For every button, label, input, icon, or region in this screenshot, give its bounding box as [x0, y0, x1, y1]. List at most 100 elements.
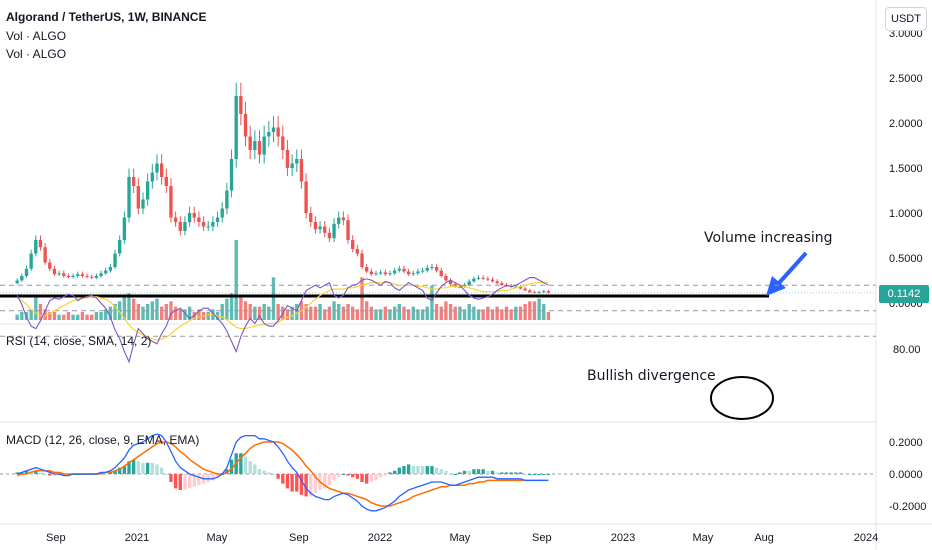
candle-body: [276, 127, 280, 137]
volume-bar: [248, 304, 252, 320]
volume-bar: [337, 304, 341, 320]
candle-body: [43, 247, 47, 263]
macd-axis-tick-label: 0.2000: [889, 437, 923, 449]
macd-histogram-bar: [113, 470, 117, 474]
macd-histogram-bar: [304, 474, 308, 497]
candle-body: [80, 274, 85, 276]
volume-bar: [518, 306, 523, 320]
candle-body: [434, 267, 439, 271]
volume-bar: [52, 312, 57, 320]
candle-body: [542, 291, 546, 293]
volume-annotation: Volume increasing: [704, 230, 833, 246]
price-axis-tick-label: 1.5000: [889, 163, 923, 175]
chart-title: Algorand / TetherUS, 1W, BINANCE: [6, 10, 207, 24]
volume-bar: [48, 312, 52, 320]
volume-bar: [187, 306, 192, 320]
macd-histogram-bar: [518, 472, 523, 474]
candle-body: [38, 240, 43, 248]
macd-histogram-bar: [262, 470, 266, 474]
volume-bar: [509, 309, 513, 320]
volume-bar: [131, 298, 136, 320]
volume-bar: [411, 306, 415, 320]
volume-legend-1[interactable]: Vol · ALGO: [6, 29, 67, 43]
volume-bar: [104, 309, 108, 320]
candle-body: [211, 222, 215, 227]
volume-bar: [378, 309, 383, 320]
macd-histogram-bar: [323, 474, 327, 489]
candle-body: [57, 273, 61, 275]
candle-body: [416, 271, 420, 274]
candle-body: [346, 220, 350, 240]
candle-body: [439, 270, 443, 276]
candle-body: [141, 199, 145, 209]
candle-body: [90, 276, 94, 278]
volume-bar: [341, 306, 346, 320]
macd-histogram-bar: [448, 474, 453, 475]
candle-body: [215, 217, 220, 222]
macd-title[interactable]: MACD (12, 26, close, 9, EMA, EMA): [6, 433, 200, 447]
volume-bar: [323, 309, 327, 320]
macd-histogram-bar: [299, 474, 304, 495]
volume-bar: [173, 306, 178, 320]
time-axis-tick-label: Sep: [289, 532, 309, 544]
volume-bar: [500, 309, 504, 320]
volume-bar: [178, 309, 182, 320]
candle-body: [150, 172, 154, 182]
macd-histogram-bar: [48, 474, 52, 476]
candle-body: [71, 276, 75, 277]
candle-body: [76, 274, 80, 276]
rsi-line: [16, 277, 549, 364]
macd-histogram-bar: [257, 469, 262, 474]
macd-histogram-bar: [490, 470, 495, 474]
time-axis-tick-label: Aug: [754, 532, 774, 544]
volume-bar: [271, 277, 276, 320]
volume-bar: [34, 296, 38, 320]
volume-bar: [448, 304, 453, 320]
macd-histogram-bar: [337, 474, 341, 478]
candle-body: [392, 270, 397, 274]
macd-histogram-bar: [136, 461, 141, 474]
candle-body: [378, 272, 383, 274]
candle-body: [187, 213, 192, 222]
currency-button[interactable]: USDT: [885, 7, 927, 31]
candle-body: [411, 273, 415, 275]
macd-histogram-bar: [444, 470, 448, 474]
candle-body: [383, 272, 388, 275]
macd-histogram-bar: [271, 474, 276, 475]
volume-legend-2[interactable]: Vol · ALGO: [6, 47, 67, 61]
candle-body: [323, 226, 327, 233]
rsi-title[interactable]: RSI (14, close, SMA, 14, 2): [6, 334, 152, 348]
candle-body: [537, 292, 541, 294]
volume-bar: [285, 309, 290, 320]
macd-histogram-bar: [453, 474, 457, 475]
candle-body: [155, 163, 159, 173]
macd-histogram-bar: [509, 472, 513, 474]
macd-histogram-bar: [369, 474, 374, 482]
time-axis-tick-label: May: [206, 532, 227, 544]
volume-bar: [369, 306, 374, 320]
candle-body: [197, 217, 201, 222]
candle-body: [99, 273, 103, 276]
macd-histogram-bar: [365, 474, 369, 484]
macd-histogram-bar: [295, 474, 299, 492]
macd-histogram-bar: [150, 462, 154, 474]
candle-body: [448, 280, 453, 285]
candle-body: [192, 213, 196, 218]
price-axis-tick-label: 2.0000: [889, 118, 923, 130]
macd-histogram-bar: [532, 474, 537, 475]
candle-body: [234, 96, 238, 159]
volume-bar: [108, 306, 113, 320]
candle-body: [206, 226, 210, 228]
time-axis-tick-label: Sep: [532, 532, 552, 544]
candle-body: [420, 270, 425, 272]
volume-bar: [276, 304, 280, 320]
time-axis-tick-label: May: [692, 532, 713, 544]
macd-histogram-bar: [481, 469, 485, 474]
macd-histogram-bar: [15, 472, 19, 474]
macd-histogram-bar: [378, 474, 383, 478]
volume-bar: [239, 296, 243, 320]
volume-bar: [523, 304, 527, 320]
time-axis-tick-label: 2023: [611, 532, 635, 544]
candle-body: [248, 136, 252, 150]
